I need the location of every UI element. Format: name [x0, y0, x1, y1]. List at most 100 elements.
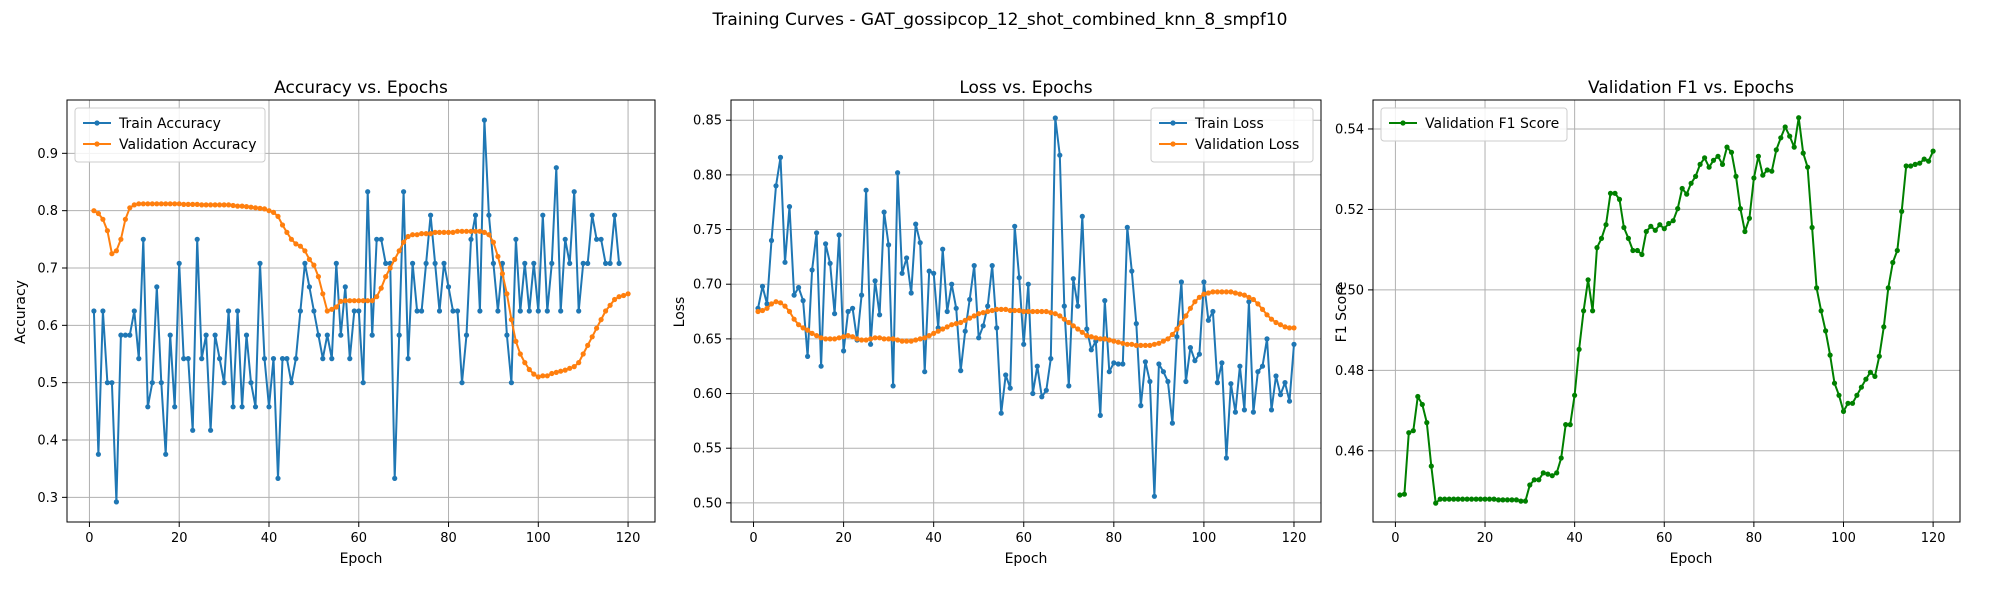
data-point: [1563, 422, 1569, 428]
data-point: [369, 332, 375, 338]
data-point: [356, 298, 362, 304]
data-point: [526, 308, 532, 314]
data-point: [1778, 135, 1784, 141]
data-point: [1746, 215, 1752, 221]
data-point: [859, 337, 865, 343]
data-point: [1854, 392, 1860, 398]
data-point: [585, 260, 591, 266]
data-point: [621, 292, 627, 299]
data-point: [212, 202, 218, 208]
data-point: [1142, 359, 1148, 365]
data-point: [1527, 482, 1533, 488]
series-line: [757, 117, 1295, 498]
data-point: [243, 204, 250, 210]
f1-series-0: [1397, 115, 1936, 506]
data-point: [1908, 163, 1914, 169]
data-point: [1428, 463, 1434, 469]
accuracy-y-axis-label: Accuracy: [13, 280, 29, 344]
data-point: [1183, 313, 1189, 319]
data-point: [818, 335, 824, 341]
data-point: [791, 292, 797, 298]
data-point: [1165, 336, 1171, 342]
accuracy-x-axis-label: Epoch: [340, 551, 383, 567]
data-point: [176, 260, 182, 266]
legend-marker: [94, 120, 100, 126]
data-point: [1787, 133, 1793, 139]
data-point: [845, 333, 851, 339]
data-point: [1111, 338, 1117, 344]
data-point: [360, 380, 366, 386]
data-point: [342, 298, 348, 304]
data-point: [1066, 383, 1072, 389]
legend-marker: [94, 141, 100, 147]
data-point: [967, 315, 973, 321]
data-point: [904, 255, 910, 261]
data-point: [235, 203, 241, 209]
data-point: [1585, 277, 1591, 283]
data-point: [764, 301, 770, 307]
data-point: [786, 308, 793, 315]
data-point: [113, 248, 119, 254]
data-point: [113, 499, 119, 505]
data-point: [1554, 470, 1560, 476]
data-point: [315, 332, 321, 338]
data-point: [976, 335, 982, 341]
data-point: [275, 213, 281, 219]
data-point: [1894, 247, 1900, 254]
data-point: [1012, 307, 1018, 314]
data-point: [199, 202, 205, 208]
data-point: [320, 291, 326, 297]
data-point: [922, 369, 928, 375]
data-point: [1093, 335, 1099, 341]
data-point: [472, 228, 479, 234]
data-point: [818, 363, 824, 369]
data-point: [953, 321, 959, 327]
data-point: [1048, 356, 1054, 362]
data-point: [1693, 173, 1699, 179]
data-point: [504, 332, 510, 338]
y-tick-label: 0.48: [1335, 364, 1364, 379]
data-point: [226, 308, 232, 314]
data-point: [890, 336, 896, 342]
data-point: [266, 404, 272, 410]
data-point: [100, 216, 106, 222]
data-point: [261, 206, 268, 212]
data-point: [612, 212, 618, 218]
data-point: [1097, 336, 1103, 342]
data-point: [190, 201, 196, 207]
data-point: [217, 356, 223, 362]
data-point: [1142, 342, 1148, 348]
data-point: [1509, 497, 1515, 503]
data-point: [827, 260, 833, 266]
data-point: [549, 370, 555, 377]
x-tick-label: 100: [1831, 531, 1856, 546]
data-point: [1165, 378, 1171, 385]
data-point: [1872, 373, 1878, 379]
data-point: [576, 308, 582, 314]
accuracy-series-0: [91, 117, 622, 505]
data-point: [886, 242, 892, 248]
data-point: [1016, 275, 1022, 281]
data-point: [809, 267, 815, 273]
data-point: [809, 330, 815, 336]
data-point: [1156, 361, 1162, 367]
data-point: [1549, 473, 1555, 479]
data-point: [976, 311, 982, 317]
accuracy-axes-frame: [66, 99, 656, 523]
data-point: [1419, 401, 1425, 408]
y-tick-label: 0.60: [693, 387, 722, 402]
data-point: [477, 228, 483, 234]
data-point: [567, 260, 573, 266]
data-point: [764, 305, 770, 311]
data-point: [1796, 115, 1802, 121]
data-point: [423, 260, 429, 266]
data-point: [1129, 268, 1135, 274]
x-tick-label: 120: [1921, 531, 1946, 546]
data-point: [333, 304, 339, 310]
data-point: [773, 183, 779, 189]
data-point: [589, 334, 595, 340]
data-point: [302, 260, 308, 266]
data-point: [131, 308, 137, 314]
data-point: [594, 325, 600, 331]
data-point: [598, 317, 604, 323]
